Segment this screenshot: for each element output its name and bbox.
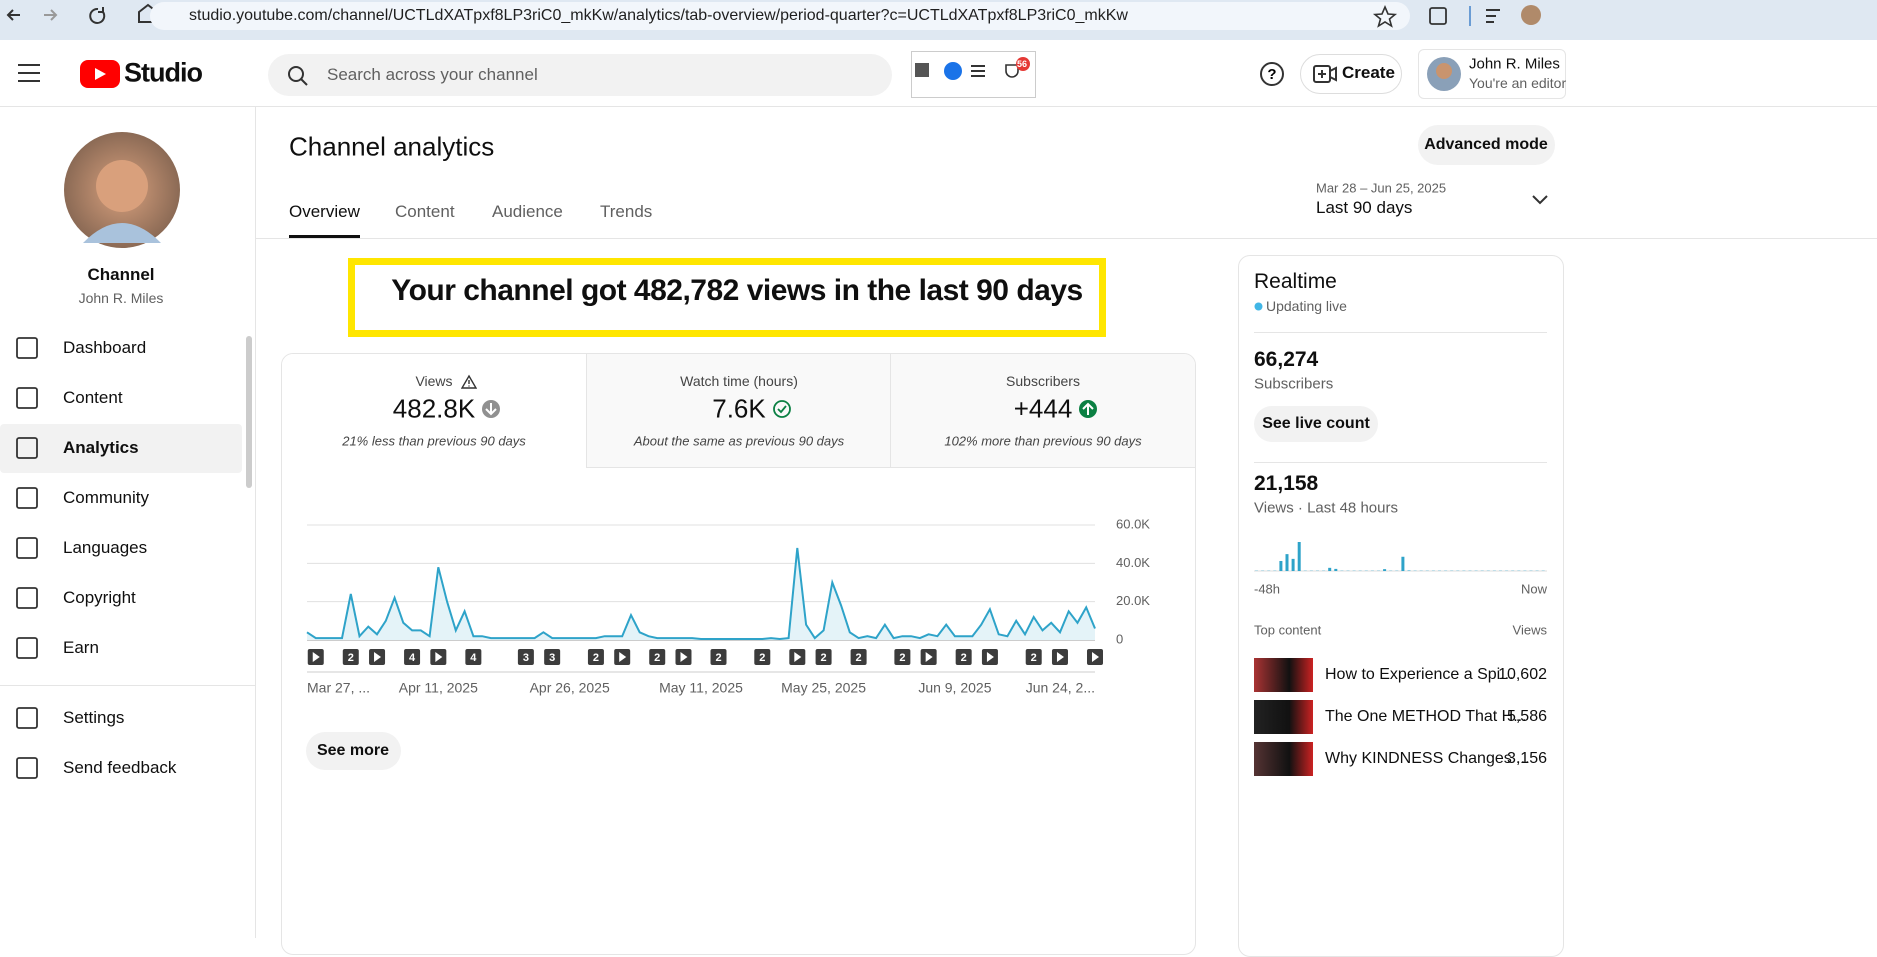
minichart-bar <box>1334 569 1337 571</box>
minichart-bar <box>1298 542 1301 571</box>
nav-icon <box>14 435 54 465</box>
icon-shape <box>17 638 37 658</box>
icon-shape <box>17 388 37 408</box>
event-count: 2 <box>856 652 862 664</box>
y-tick-label: 40.0K <box>1116 555 1150 570</box>
icon-shape <box>17 438 37 458</box>
minichart-bar <box>1279 561 1282 571</box>
event-count: 2 <box>593 652 599 664</box>
nav-icon <box>14 335 54 365</box>
minichart-bar <box>1383 569 1386 571</box>
icon-shape <box>17 538 37 558</box>
x-tick-label: May 11, 2025 <box>659 680 743 696</box>
event-count: 2 <box>654 652 660 664</box>
event-count: 2 <box>759 652 765 664</box>
nav-icon <box>14 705 54 735</box>
minichart-bar <box>1408 570 1411 571</box>
minichart-bar <box>1401 557 1404 571</box>
nav-icon <box>14 385 54 415</box>
area <box>307 548 1095 640</box>
event-count: 4 <box>409 652 416 664</box>
x-tick-label: Apr 26, 2025 <box>530 680 610 696</box>
event-count: 2 <box>348 652 354 664</box>
event-count: 2 <box>1031 652 1037 664</box>
icon-shape <box>17 338 37 358</box>
y-tick-label: 0 <box>1116 631 1123 646</box>
nav-icon <box>14 635 54 665</box>
icon-shape <box>17 588 37 608</box>
x-tick-label: Jun 9, 2025 <box>918 680 991 696</box>
minichart-bar <box>1328 568 1331 571</box>
event-count: 2 <box>821 652 827 664</box>
minichart-bar <box>1286 554 1289 571</box>
nav-icon <box>14 535 54 565</box>
event-count: 3 <box>549 652 555 664</box>
x-tick-label: May 25, 2025 <box>781 680 866 696</box>
event-count: 2 <box>899 652 905 664</box>
x-tick-label: Apr 11, 2025 <box>399 680 478 696</box>
event-count: 4 <box>470 652 477 664</box>
line <box>307 548 1095 639</box>
minichart-bar <box>1292 559 1295 571</box>
event-count: 2 <box>961 652 967 664</box>
x-tick-label: Mar 27, ... <box>307 680 370 696</box>
event-count: 3 <box>523 652 529 664</box>
nav-icon <box>14 485 54 515</box>
y-tick-label: 60.0K <box>1116 516 1150 531</box>
icon-shape <box>17 488 37 508</box>
icon-shape <box>17 758 37 778</box>
x-tick-label: Jun 24, 2... <box>1026 680 1095 696</box>
event-count: 2 <box>715 652 721 664</box>
nav-icon <box>14 755 54 785</box>
y-tick-label: 20.0K <box>1116 593 1150 608</box>
nav-icon <box>14 585 54 615</box>
icon-shape <box>17 708 37 728</box>
